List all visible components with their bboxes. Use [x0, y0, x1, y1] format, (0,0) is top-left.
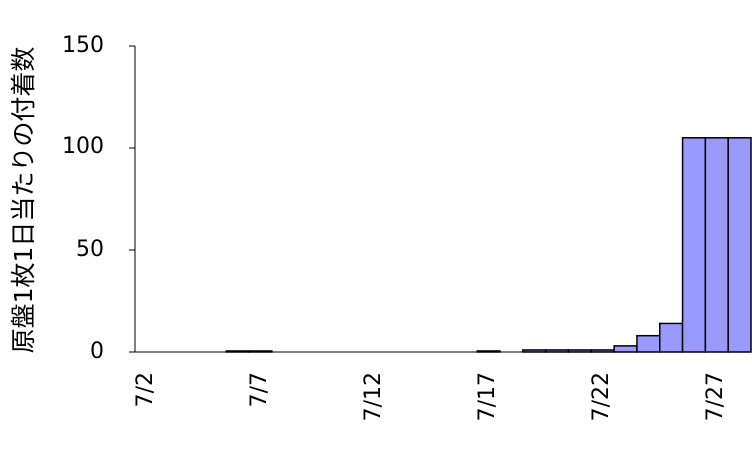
y-axis-label: 原盤1枚1日当たりの付着数: [9, 47, 38, 354]
x-tick-label-7-17: 7/17: [475, 372, 500, 421]
x-tick-labels: 7/2 7/7 7/12 7/17 7/22 7/27: [133, 372, 728, 421]
y-tick-label-150: 150: [62, 33, 104, 58]
x-tick-label-7-22: 7/22: [589, 372, 614, 421]
bar-7-26: [681, 137, 707, 353]
bar-7-23: [613, 345, 638, 353]
bar-7-27: [704, 137, 729, 353]
y-tick-label-0: 0: [90, 339, 104, 364]
x-tick-label-7-7: 7/7: [247, 372, 272, 407]
y-tick-labels: 0 50 100 150: [62, 33, 104, 364]
bar-7-24: [636, 334, 661, 353]
bar-7-25: [658, 322, 684, 353]
x-tick-label-7-12: 7/12: [361, 372, 386, 421]
x-tick-label-7-2: 7/2: [133, 372, 158, 407]
bar-7-28: [727, 137, 752, 353]
y-tick-label-100: 100: [62, 134, 104, 159]
x-tick-label-7-27: 7/27: [703, 372, 728, 421]
y-tick-label-50: 50: [76, 237, 104, 262]
y-ticks: [129, 45, 135, 353]
bars: [225, 137, 752, 353]
